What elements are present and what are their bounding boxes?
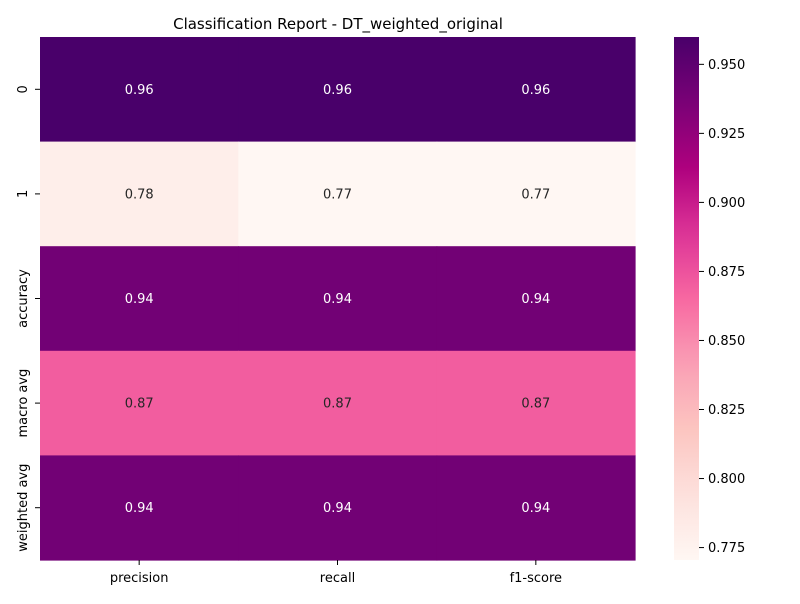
x-tick-label: f1-score: [510, 571, 562, 586]
heatmap-cell: [238, 350, 438, 456]
cell-value-label: 0.96: [521, 83, 550, 98]
heatmap-cell: [436, 37, 636, 143]
cell-value-label: 0.94: [125, 292, 154, 307]
cell-value-label: 0.94: [521, 501, 550, 516]
colorbar-tick-label: 0.775: [708, 541, 745, 556]
colorbar-tick-label: 0.825: [708, 403, 745, 418]
cell-value-label: 0.77: [323, 187, 352, 202]
cell-value-label: 0.87: [521, 397, 550, 412]
heatmap-cell: [436, 141, 636, 247]
x-tick-label: recall: [320, 571, 355, 586]
y-tick-label: 0: [16, 85, 31, 93]
heatmap-cell: [238, 455, 438, 561]
y-tick-label: macro avg: [16, 369, 31, 438]
heatmap-cell: [40, 350, 239, 456]
heatmap-annotations: 0.96 0.96 0.96 0.78 0.77 0.77 0.94 0.94 0.94 0.87…: [125, 83, 551, 516]
x-tick-label: precision: [110, 571, 169, 586]
cell-value-label: 0.77: [521, 187, 550, 202]
heatmap-cells: [40, 37, 636, 561]
colorbar: 0.775 0.800 0.825 0.850 0.875 0.900 0.925 0.950: [674, 37, 745, 560]
heatmap-cell: [436, 350, 636, 456]
x-axis: precision recall f1-score: [110, 560, 562, 586]
cell-value-label: 0.96: [125, 83, 154, 98]
cell-value-label: 0.94: [521, 292, 550, 307]
heatmap-cell: [40, 455, 239, 561]
colorbar-tick-label: 0.900: [708, 196, 745, 211]
cell-value-label: 0.87: [125, 397, 154, 412]
heatmap-cell: [40, 246, 239, 352]
cell-value-label: 0.87: [323, 397, 352, 412]
colorbar-tick-label: 0.925: [708, 127, 745, 142]
colorbar-tick-label: 0.875: [708, 265, 745, 280]
cell-value-label: 0.96: [323, 83, 352, 98]
cell-value-label: 0.78: [125, 187, 154, 202]
heatmap-cell: [436, 246, 636, 352]
colorbar-tick-label: 0.950: [708, 58, 745, 73]
y-tick-label: 1: [16, 190, 31, 198]
heatmap-cell: [40, 141, 239, 247]
y-tick-label: accuracy: [16, 269, 31, 328]
cell-value-label: 0.94: [323, 501, 352, 516]
y-axis: 0 1 accuracy macro avg weighted avg: [16, 85, 40, 552]
colorbar-tick-label: 0.800: [708, 472, 745, 487]
colorbar-tick-label: 0.850: [708, 334, 745, 349]
chart-title: Classification Report - DT_weighted_orig…: [173, 15, 503, 34]
y-tick-label: weighted avg: [16, 464, 31, 552]
heatmap-cell: [436, 455, 636, 561]
heatmap-cell: [238, 141, 438, 247]
heatmap-cell: [238, 37, 438, 143]
cell-value-label: 0.94: [125, 501, 154, 516]
cell-value-label: 0.94: [323, 292, 352, 307]
heatmap-cell: [40, 37, 239, 143]
colorbar-gradient: [674, 37, 699, 560]
heatmap-cell: [238, 246, 438, 352]
